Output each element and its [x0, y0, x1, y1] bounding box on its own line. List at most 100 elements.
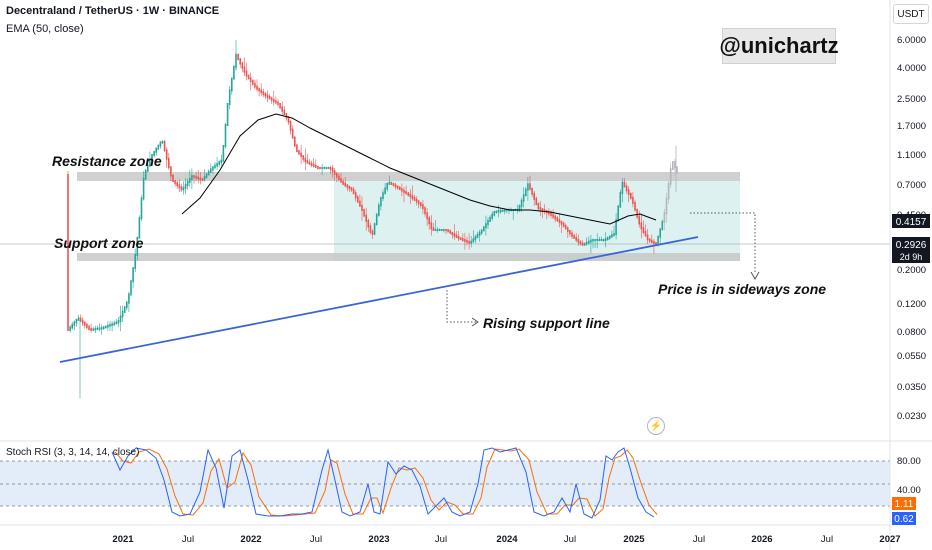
current-price-tag — [892, 214, 930, 228]
time-tick-label: 2024 — [496, 534, 518, 545]
candle-body — [142, 177, 145, 200]
candle-body — [352, 188, 355, 195]
candle-body — [130, 280, 132, 296]
candle-body — [111, 323, 113, 326]
candle-body — [105, 325, 107, 329]
candle-body — [121, 310, 124, 318]
candle-body — [319, 166, 321, 169]
candles-layer — [67, 40, 678, 398]
candle-body — [113, 322, 115, 326]
candle-body — [214, 164, 216, 169]
candle-body — [585, 241, 588, 245]
candle-body — [659, 228, 661, 238]
candle-body — [203, 176, 206, 181]
candle-body — [583, 242, 586, 246]
price-tick-label: 0.0800 — [897, 327, 926, 338]
time-tick-label: Jul — [182, 534, 194, 545]
candle-body — [579, 240, 582, 245]
candle-body — [348, 185, 351, 190]
candle-body — [138, 217, 141, 239]
candle-body — [184, 183, 187, 189]
candle-body — [268, 96, 271, 100]
candle-body — [470, 240, 472, 244]
candle-body — [399, 186, 401, 191]
price-axis[interactable]: 6.00004.00002.50001.70001.10000.70000.45… — [897, 35, 926, 422]
candle-body — [401, 188, 403, 192]
candle-body — [409, 193, 412, 198]
candle-body — [329, 167, 332, 170]
candle-body — [676, 166, 678, 174]
candle-body — [573, 235, 575, 239]
candle-body — [153, 150, 155, 156]
candle-body — [136, 236, 139, 256]
candle-body — [308, 161, 311, 165]
candle-body — [216, 162, 218, 167]
candle-body — [315, 164, 317, 168]
symbol-title[interactable]: Decentraland / TetherUS · 1W · BINANCE — [6, 5, 220, 17]
candle-body — [312, 163, 315, 167]
candle-body — [493, 210, 496, 216]
bolt-icon[interactable]: ⚡ — [647, 417, 665, 435]
candle-body — [619, 192, 622, 208]
candle-body — [669, 168, 672, 185]
candle-body — [661, 220, 664, 231]
candle-body — [224, 124, 227, 147]
candle-body — [321, 167, 323, 169]
candle-body — [558, 219, 561, 223]
candle-body — [331, 167, 334, 173]
candle-body — [506, 209, 508, 212]
currency-button[interactable]: USDT — [893, 4, 929, 24]
candle-body — [176, 182, 178, 187]
candle-body — [672, 161, 674, 171]
candle-body — [396, 185, 399, 189]
candle-body — [270, 97, 273, 101]
candle-body — [588, 240, 590, 244]
candle-body — [363, 209, 365, 217]
rsi-axis[interactable]: 80.00 40.00 — [897, 456, 921, 496]
candle-body — [357, 196, 359, 203]
candle-body — [222, 145, 225, 162]
price-tick-label: 0.2000 — [897, 265, 926, 276]
candle-body — [426, 212, 428, 220]
candle-body — [422, 204, 424, 210]
countdown-label: 2d 9h — [900, 252, 923, 262]
rsi-legend[interactable]: Stoch RSI (3, 3, 14, 14, close) — [6, 447, 140, 458]
candle-body — [98, 327, 101, 330]
candle-body — [564, 224, 567, 230]
candle-body — [94, 328, 97, 331]
candle-body — [447, 229, 449, 233]
candle-body — [144, 169, 147, 180]
annotation-support: Support zone — [54, 235, 144, 251]
candle-body — [405, 191, 407, 195]
candle-body — [367, 219, 370, 228]
candle-body — [562, 222, 565, 227]
candle-body — [567, 227, 569, 232]
time-axis[interactable]: 2021 Jul 2022 Jul 2023 Jul 2024 Jul 2025 Jul 2026 J… — [112, 534, 900, 545]
candle-body — [84, 321, 86, 326]
candle-body — [520, 199, 523, 208]
candle-body — [480, 229, 483, 234]
candle-body — [304, 157, 307, 163]
ema-legend[interactable]: EMA (50, close) — [6, 23, 84, 35]
candle-body — [123, 306, 126, 313]
candle-body — [394, 184, 397, 188]
candle-body — [119, 315, 122, 323]
candle-body — [172, 174, 174, 182]
candle-body — [107, 324, 109, 328]
candle-body — [102, 326, 105, 330]
candle-body — [285, 113, 288, 119]
rsi-d-tag — [892, 497, 916, 510]
candle-body — [92, 328, 94, 331]
candle-body — [298, 150, 300, 155]
candle-body — [382, 192, 384, 199]
candle-body — [472, 238, 475, 243]
candle-body — [518, 205, 521, 211]
rsi-d-line — [114, 448, 658, 517]
candle-body — [529, 183, 531, 190]
candle-body — [174, 180, 176, 185]
price-tick-label: 0.0350 — [897, 382, 926, 393]
candle-body — [491, 213, 493, 219]
candle-body — [602, 239, 605, 241]
time-tick-label: 2025 — [623, 534, 645, 545]
